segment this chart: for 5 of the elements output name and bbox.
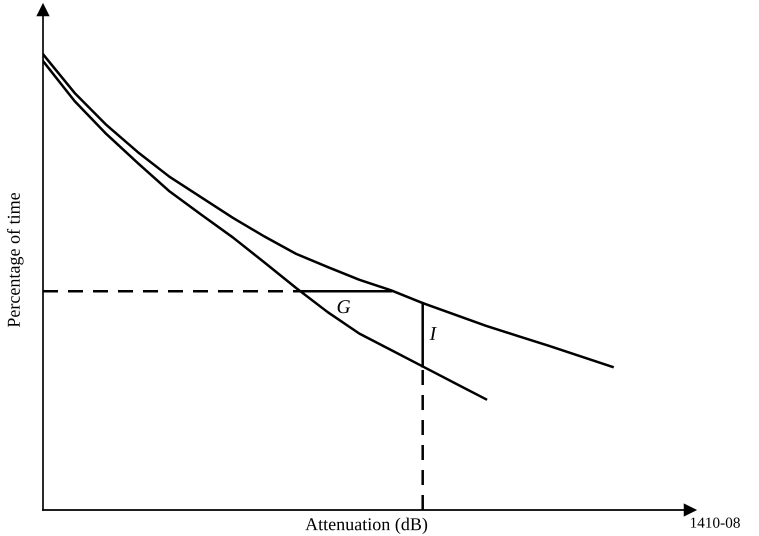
x-axis-title: Attenuation (dB)	[305, 518, 428, 534]
annotation: G	[338, 300, 350, 314]
annotation: I	[430, 327, 437, 340]
text: 1410-08	[690, 518, 740, 528]
y-axis-title: Percentage of time	[6, 192, 24, 328]
